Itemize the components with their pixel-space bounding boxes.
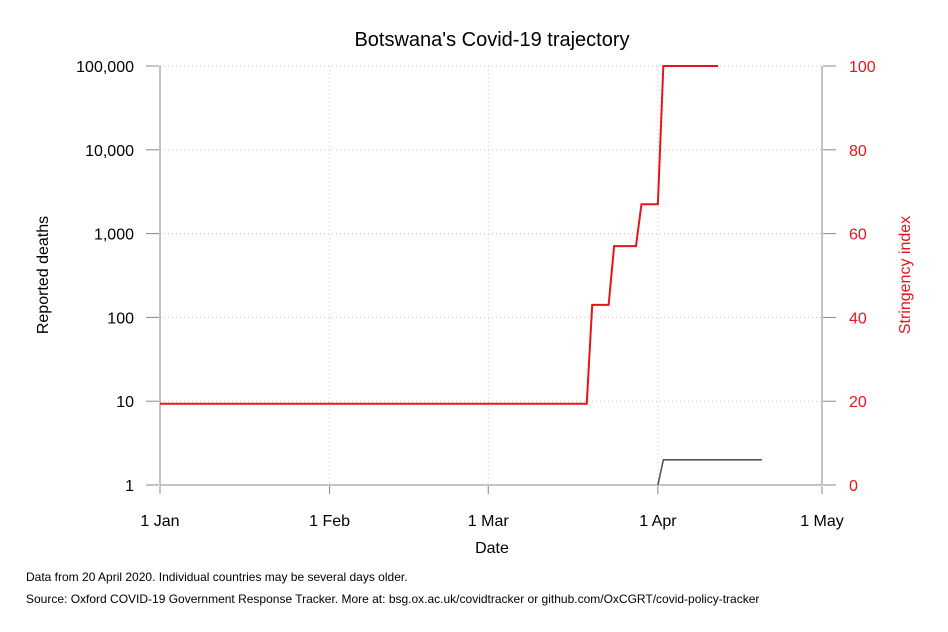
source-note: Source: Oxford COVID-19 Government Respo…	[26, 592, 760, 606]
y-right-tick-label: 60	[849, 227, 867, 244]
series-lines	[160, 65, 762, 486]
y-right-tick-label: 80	[849, 143, 867, 160]
x-tick-label: 1 Jan	[140, 513, 179, 530]
y-left-tick-label: 100,000	[76, 59, 134, 76]
x-tick-label: 1 Apr	[639, 513, 677, 530]
y-left-tick-label: 10,000	[85, 143, 134, 160]
data-note: Data from 20 April 2020. Individual coun…	[26, 570, 408, 584]
y-left-tick-label: 10	[116, 394, 134, 411]
y-left-tick-label: 1	[125, 478, 134, 495]
y-left-tick-label: 100	[107, 310, 134, 327]
gridlines	[159, 65, 823, 486]
x-tick-label: 1 Mar	[468, 513, 510, 530]
y-left-axis-title: Reported deaths	[35, 216, 52, 334]
x-tick-label: 1 Feb	[309, 513, 350, 530]
y-left-tick-label: 1,000	[94, 227, 134, 244]
chart-title: Botswana's Covid-19 trajectory	[354, 29, 629, 51]
y-right-tick-label: 20	[849, 394, 867, 411]
reported-deaths-line	[657, 458, 762, 486]
y-right-tick-label: 0	[849, 478, 858, 495]
y-right-tick-label: 100	[849, 59, 876, 76]
x-tick-label: 1 May	[800, 513, 844, 530]
stringency-index-line	[160, 65, 719, 405]
axes: 1 Jan 1 Feb 1 Mar 1 Apr 1 May 1 10 100 1,000 10,0…	[76, 59, 876, 530]
x-axis-title: Date	[475, 540, 509, 557]
y-right-axis-title: Stringency index	[897, 216, 914, 334]
y-right-tick-label: 40	[849, 310, 867, 327]
